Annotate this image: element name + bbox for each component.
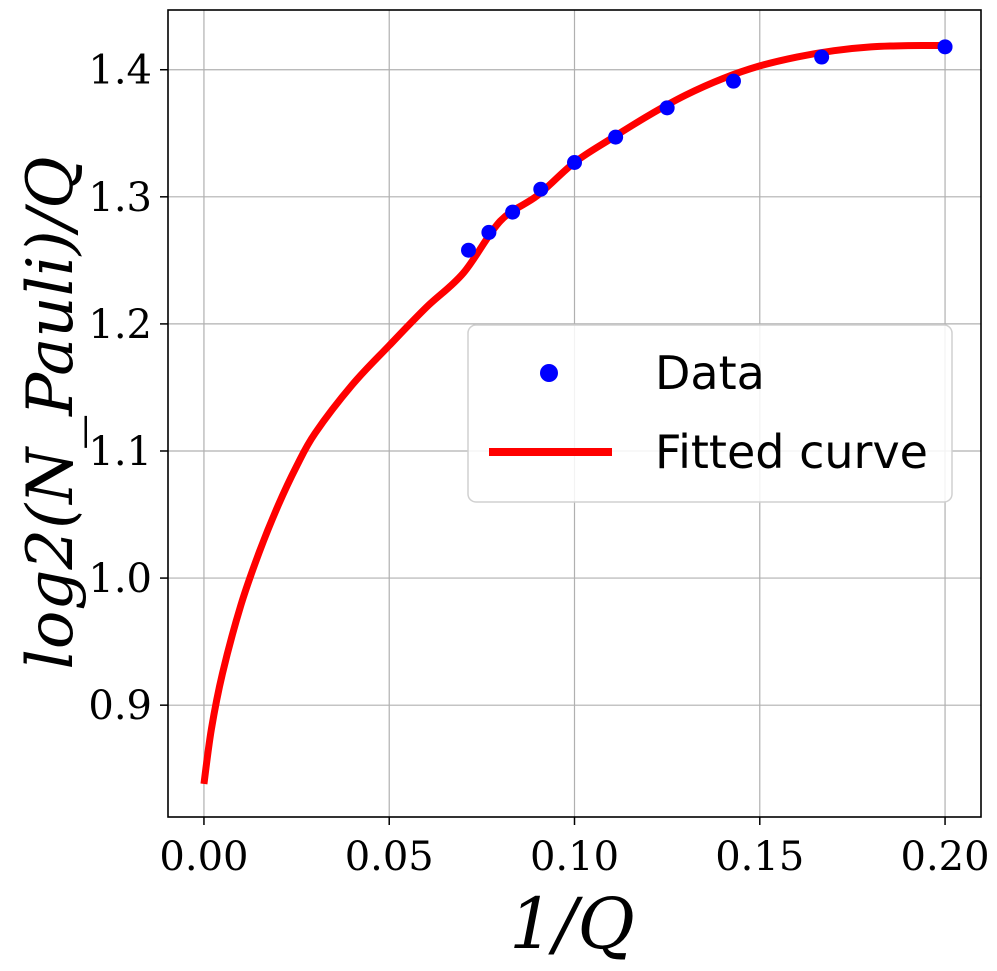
x-axis-ticks: 0.00 0.05 0.10 0.15 0.20 — [159, 817, 990, 880]
data-point — [937, 39, 953, 55]
fitted-curve-line — [200, 41, 946, 785]
y-tick-label: 1.2 — [88, 302, 152, 348]
legend-fitted-curve-label: Fitted curve — [655, 425, 928, 479]
x-axis-title: 1/Q — [509, 883, 635, 965]
x-tick-label: 0.20 — [901, 834, 990, 880]
x-tick-label: 0.15 — [715, 834, 804, 880]
data-point — [533, 181, 549, 197]
y-tick-label: 1.1 — [88, 429, 152, 475]
data-point — [608, 129, 624, 145]
legend-data-marker — [540, 364, 558, 382]
x-tick-label: 0.05 — [345, 834, 434, 880]
data-point — [505, 204, 521, 220]
legend-box — [467, 324, 953, 503]
data-point — [725, 73, 741, 89]
fitted-curve-layer — [200, 41, 946, 785]
data-point — [461, 242, 477, 258]
y-axis-ticks: 0.9 1.0 1.1 1.2 1.3 1.4 — [88, 48, 168, 729]
y-tick-label: 1.0 — [88, 556, 152, 602]
y-axis-title: log2(N_Pauli)/Q — [14, 156, 88, 669]
data-point — [567, 155, 582, 171]
legend-data-label: Data — [655, 346, 765, 400]
y-tick-label: 1.3 — [88, 175, 152, 221]
x-tick-label: 0.10 — [530, 834, 619, 880]
data-point — [481, 224, 497, 240]
data-points-layer — [461, 39, 953, 258]
y-tick-label: 1.4 — [88, 48, 152, 94]
data-point — [814, 49, 830, 65]
y-tick-label: 0.9 — [88, 683, 152, 729]
data-point — [659, 100, 675, 116]
legend: Data Fitted curve — [467, 324, 953, 503]
x-tick-label: 0.00 — [159, 834, 248, 880]
